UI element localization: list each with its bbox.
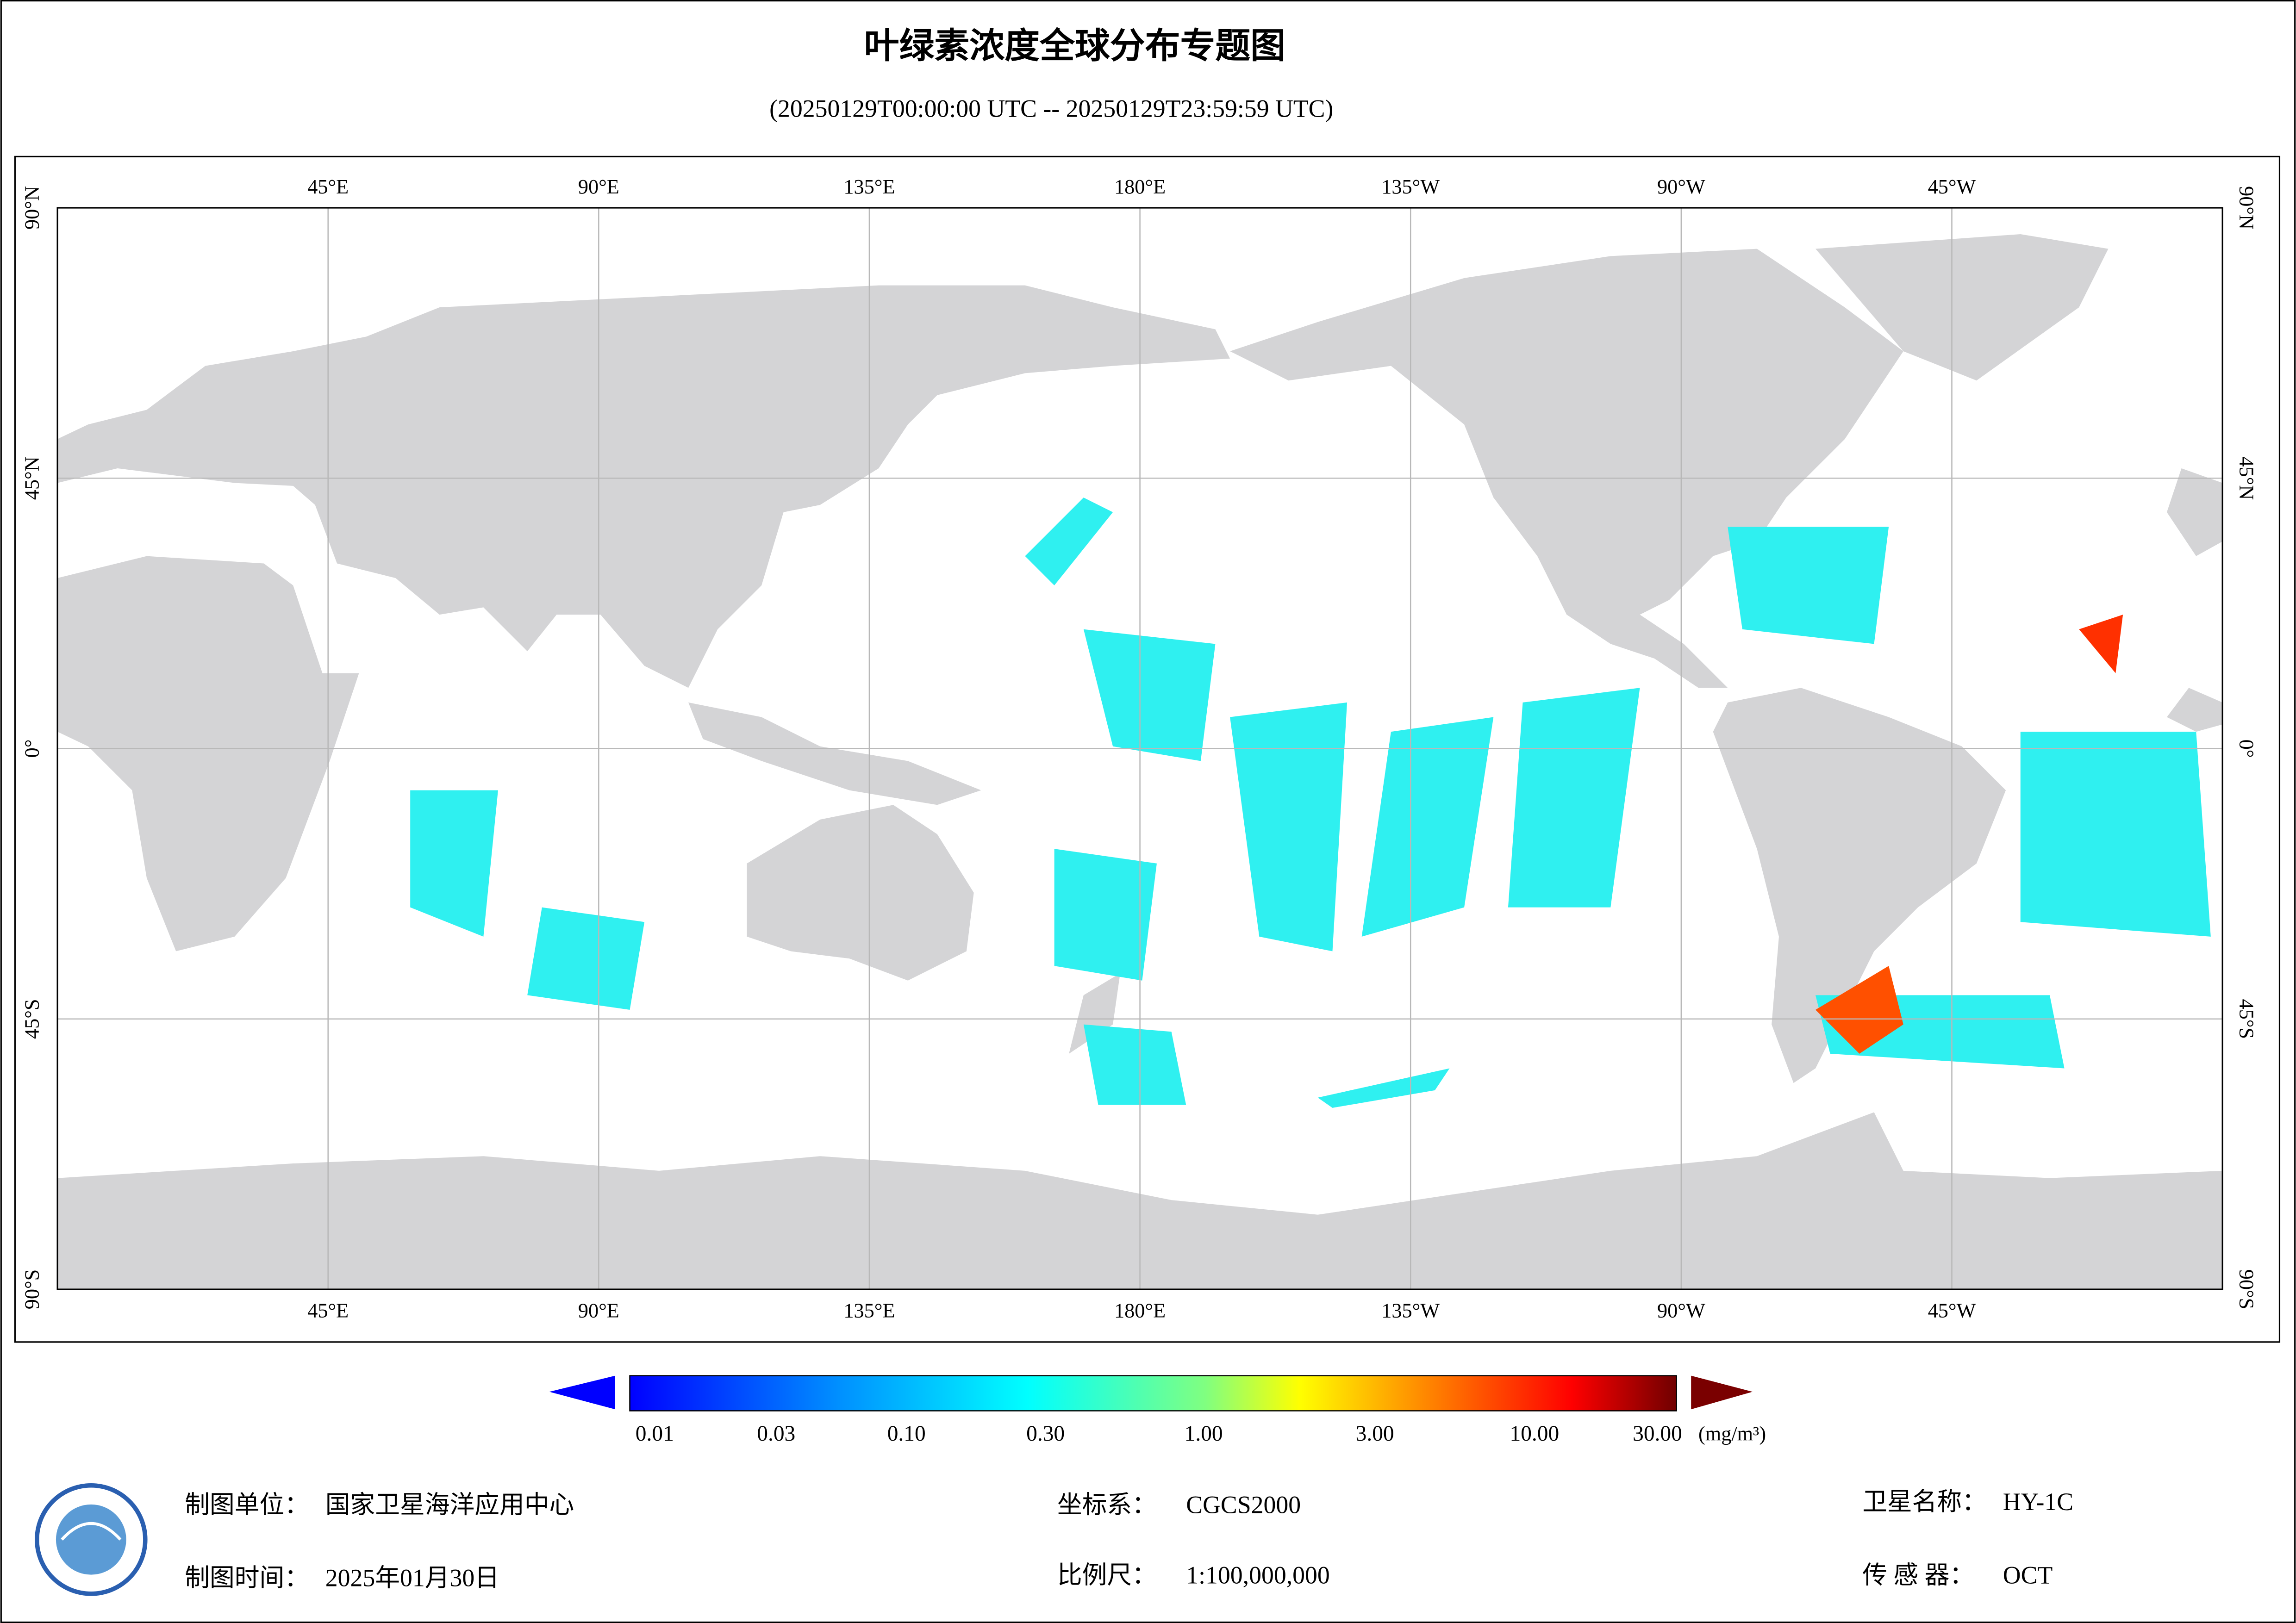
- chlorophyll-swaths: [410, 497, 2211, 1108]
- se-asia: [688, 702, 981, 805]
- lon-label: 135°W: [1381, 175, 1440, 198]
- swath: [410, 790, 498, 937]
- lat-label: 90°S: [21, 1269, 44, 1310]
- footer-label: 比例尺：: [1057, 1561, 1157, 1589]
- lat-label: 45°N: [2235, 456, 2258, 500]
- eurasia: [57, 285, 1230, 688]
- colorbar-label: 0.30: [1026, 1422, 1065, 1446]
- logo: [35, 1483, 148, 1596]
- swath: [527, 907, 645, 1010]
- lon-label: 135°E: [843, 1300, 895, 1322]
- swath: [1025, 497, 1113, 585]
- footer-label: 制图时间：: [185, 1564, 309, 1592]
- colorbar-unit: (mg/m³): [1698, 1422, 1766, 1445]
- lon-label: 45°W: [1928, 1300, 1976, 1322]
- swath: [1728, 527, 1889, 644]
- colorbar: 0.01 0.03 0.10 0.30 1.00 3.00 10.00 30.00 (mg/m…: [549, 1375, 1766, 1446]
- greenland: [1816, 234, 2109, 381]
- colorbar-label: 30.00: [1633, 1422, 1682, 1446]
- north-america: [1230, 249, 1903, 688]
- south-america: [1713, 688, 2006, 1083]
- lon-label: 135°W: [1381, 1300, 1440, 1322]
- colorbar-label: 1.00: [1185, 1422, 1223, 1446]
- lon-label: 45°E: [307, 175, 349, 198]
- swath: [1317, 1068, 1450, 1108]
- footer-value: HY-1C: [2003, 1488, 2073, 1516]
- lat-label: 0°: [2235, 740, 2258, 758]
- lon-label: 135°E: [843, 175, 895, 198]
- lon-label: 90°E: [578, 175, 619, 198]
- lon-label: 45°E: [307, 1300, 349, 1322]
- lat-label: 90°N: [2235, 186, 2258, 230]
- colorbar-label: 0.10: [887, 1422, 926, 1446]
- colorbar-label: 0.03: [757, 1422, 795, 1446]
- colorbar-label: 10.00: [1510, 1422, 1559, 1446]
- swath-high: [2079, 615, 2123, 673]
- africa-west: [2166, 688, 2223, 732]
- lon-label: 45°W: [1928, 175, 1976, 198]
- swath: [1083, 1024, 1186, 1105]
- footer-label: 制图单位：: [185, 1491, 309, 1519]
- colorbar-label: 3.00: [1356, 1422, 1394, 1446]
- map: [56, 207, 2223, 1290]
- lat-label: 90°S: [2235, 1269, 2258, 1310]
- swath: [1230, 702, 1348, 951]
- footer-value: OCT: [2003, 1561, 2053, 1589]
- map-frame: [14, 155, 2281, 1343]
- new-zealand: [1069, 973, 1120, 1054]
- title: 叶绿素浓度全球分布专题图: [864, 27, 1286, 66]
- footer-value: CGCS2000: [1186, 1491, 1301, 1519]
- lat-label: 90°N: [21, 186, 44, 230]
- lat-label: 0°: [21, 740, 44, 758]
- footer-label: 坐标系：: [1057, 1491, 1157, 1519]
- colorbar-label: 0.01: [636, 1422, 674, 1446]
- footer: 制图单位： 国家卫星海洋应用中心 制图时间： 2025年01月30日 坐标系： …: [185, 1488, 2073, 1592]
- europe-west: [2166, 468, 2223, 556]
- swath: [1508, 688, 1640, 908]
- lon-label: 90°E: [578, 1300, 619, 1322]
- lon-label: 180°E: [1114, 1300, 1166, 1322]
- swath: [1361, 717, 1494, 937]
- footer-label: 传 感 器：: [1862, 1561, 1974, 1589]
- subtitle: (20250129T00:00:00 UTC -- 20250129T23:59…: [769, 95, 1333, 123]
- footer-value: 2025年01月30日: [325, 1564, 499, 1592]
- australia: [747, 805, 974, 981]
- footer-value: 国家卫星海洋应用中心: [325, 1491, 574, 1519]
- swath: [2020, 732, 2211, 937]
- map-border: [56, 207, 2223, 1290]
- footer-label: 卫星名称：: [1862, 1488, 1987, 1516]
- swath: [1054, 849, 1157, 981]
- lat-label: 45°S: [2235, 999, 2258, 1039]
- swath-high: [1816, 966, 1903, 1054]
- graticule: [57, 208, 2223, 1289]
- colorbar-high-arrow: [1691, 1375, 1753, 1410]
- lat-label: 45°S: [21, 999, 44, 1039]
- lon-label: 180°E: [1114, 175, 1166, 198]
- africa: [57, 556, 359, 951]
- swath: [1083, 629, 1216, 761]
- lon-label: 90°W: [1657, 1300, 1705, 1322]
- lon-label: 90°W: [1657, 175, 1705, 198]
- footer-value: 1:100,000,000: [1186, 1561, 1330, 1589]
- colorbar-ramp: [629, 1375, 1677, 1412]
- colorbar-low-arrow: [549, 1375, 615, 1410]
- lat-label: 45°N: [21, 456, 44, 500]
